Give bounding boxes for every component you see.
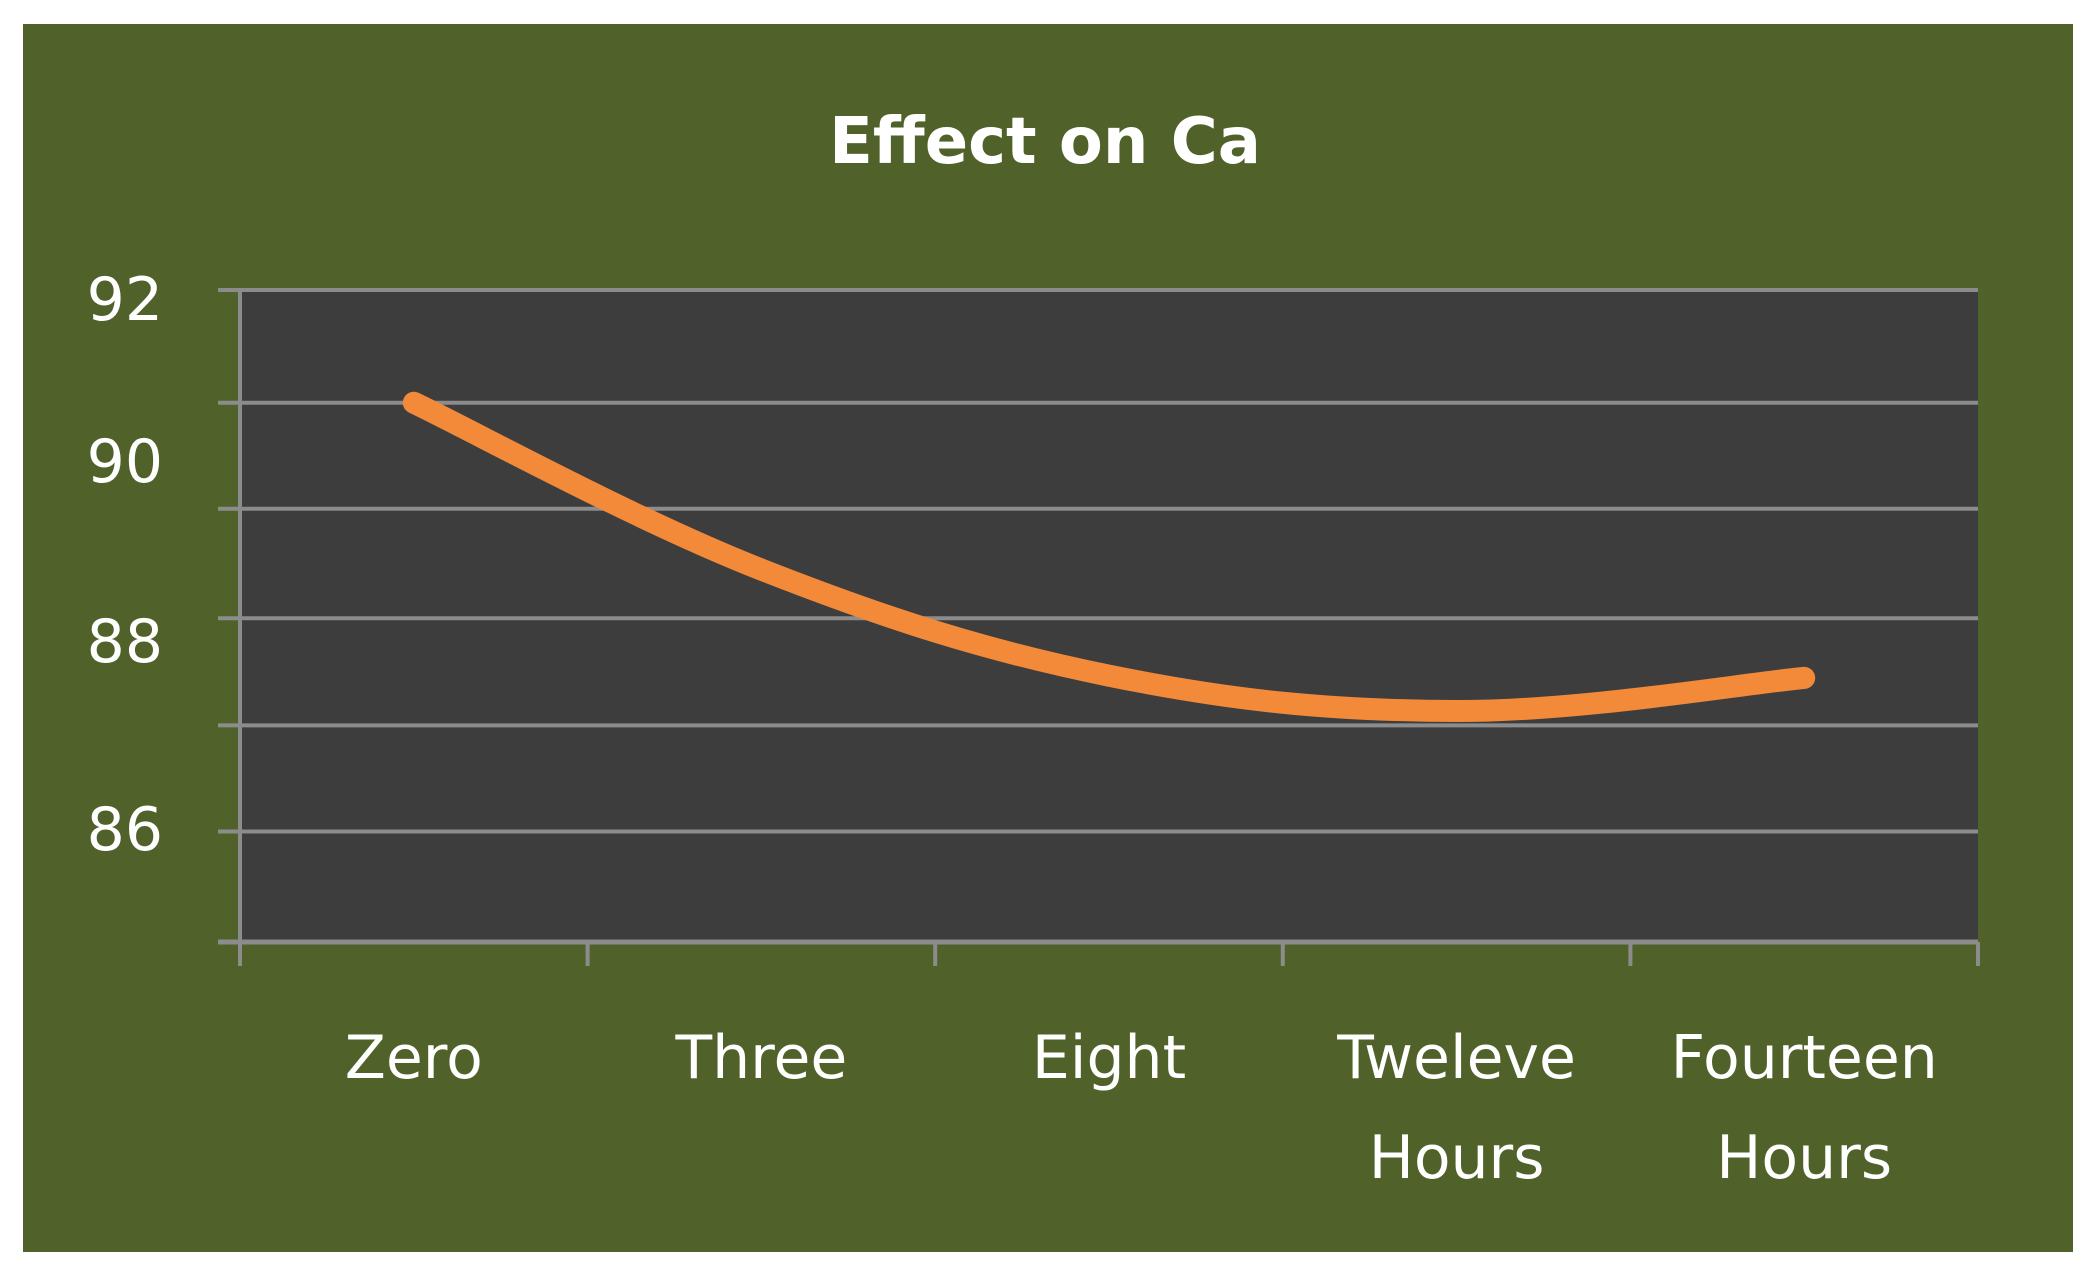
x-tick-label-line: Three bbox=[674, 1023, 847, 1093]
x-tick-label-2: Eight bbox=[1032, 1023, 1186, 1093]
x-tick-label-line: Fourteen bbox=[1671, 1023, 1938, 1093]
x-tick-label-line: Eight bbox=[1032, 1023, 1186, 1093]
x-tick-label-line: Tweleve bbox=[1336, 1023, 1576, 1093]
series-lines bbox=[402, 391, 1816, 723]
x-tick-labels: Zero Three Eight Tweleve Hours Fourteen Hours bbox=[345, 1023, 1938, 1193]
x-tick-label-line: Hours bbox=[1716, 1123, 1892, 1193]
gridlines bbox=[218, 288, 1978, 834]
x-tick-label-0: Zero bbox=[345, 1023, 483, 1093]
x-tick-label-1: Three bbox=[674, 1023, 847, 1093]
y-tick-label-88: 88 bbox=[87, 607, 163, 677]
y-tick-label-90: 90 bbox=[87, 427, 163, 497]
x-tick-label-4: Fourteen Hours bbox=[1671, 1023, 1938, 1193]
y-tick-labels: 86 88 90 92 bbox=[87, 265, 163, 865]
y-tick-label-92: 92 bbox=[87, 265, 163, 335]
x-tick-label-line: Zero bbox=[345, 1023, 483, 1093]
x-tick-label-line: Hours bbox=[1369, 1123, 1545, 1193]
series-line-0 bbox=[402, 391, 1816, 723]
x-tick-label-3: Tweleve Hours bbox=[1336, 1023, 1576, 1193]
chart-title: Effect on Ca bbox=[829, 105, 1261, 179]
plot-area bbox=[240, 290, 1978, 942]
axes bbox=[218, 290, 1980, 966]
y-tick-label-86: 86 bbox=[87, 795, 163, 865]
